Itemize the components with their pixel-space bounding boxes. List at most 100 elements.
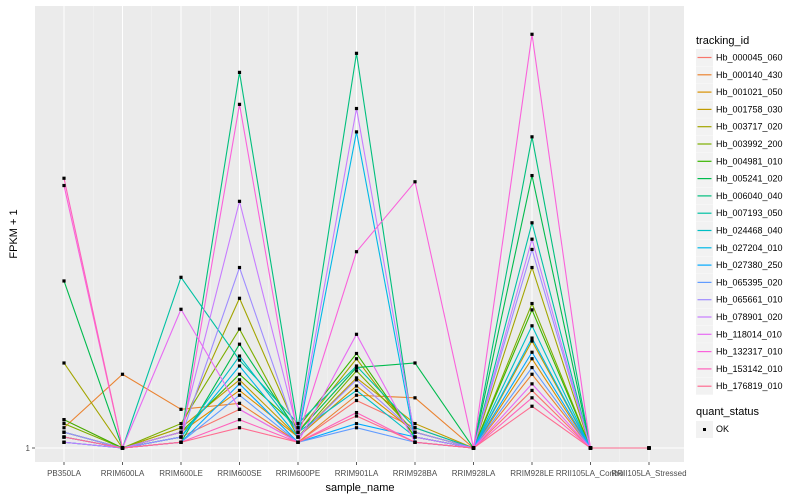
legend-item: Hb_118014_010 <box>696 325 782 343</box>
data-point <box>62 430 66 434</box>
data-point <box>530 32 534 36</box>
legend-item: Hb_001021_050 <box>696 83 783 101</box>
data-point <box>62 183 66 188</box>
data-point <box>530 324 534 328</box>
legend-item: Hb_065395_020 <box>696 273 783 291</box>
legend: tracking_id Hb_000045_060 Hb_000140_430 Hb… <box>696 35 783 438</box>
data-point <box>354 378 359 382</box>
data-point <box>296 426 300 430</box>
legend-item: Hb_004981_010 <box>696 152 783 170</box>
legend-item: Hb_027380_250 <box>696 256 783 274</box>
data-point <box>530 388 534 393</box>
data-point <box>354 250 359 254</box>
data-point <box>120 446 125 450</box>
quant-legend-title: quant_status <box>696 406 759 418</box>
data-point <box>530 339 534 343</box>
data-point <box>237 364 242 368</box>
data-point <box>296 440 300 444</box>
legend-item: Hb_176819_010 <box>696 377 783 395</box>
data-point <box>237 388 242 393</box>
data-point <box>530 382 534 386</box>
legend-item: Hb_153142_010 <box>696 360 783 378</box>
legend-item: Hb_027204_010 <box>696 239 783 257</box>
data-point <box>530 221 534 225</box>
legend-label: Hb_176819_010 <box>716 381 783 391</box>
x-tick-label: RRIM928BA <box>393 469 438 478</box>
x-tick-label: RRII105LA_Stressed <box>611 469 686 478</box>
data-point <box>530 247 534 252</box>
data-point <box>354 398 359 403</box>
legend-label: Hb_027204_010 <box>716 243 783 253</box>
data-point <box>354 393 359 397</box>
legend-label: Hb_153142_010 <box>716 364 783 374</box>
x-tick-label: RRIM928LA <box>452 469 496 478</box>
data-point <box>237 372 242 376</box>
data-point <box>179 275 183 279</box>
quant-legend-marker <box>703 428 706 431</box>
legend-label: Hb_005241_020 <box>716 174 783 184</box>
legend-label: Hb_078901_020 <box>716 312 783 322</box>
data-point <box>354 51 359 55</box>
data-point <box>179 426 183 430</box>
data-point <box>237 327 242 331</box>
data-point <box>354 414 359 418</box>
data-point <box>413 426 417 430</box>
data-point <box>354 106 359 111</box>
data-point <box>530 350 534 354</box>
series-points <box>62 32 651 450</box>
legend-label: Hb_000140_430 <box>716 70 783 80</box>
data-point <box>354 376 359 380</box>
legend-label: Hb_003992_200 <box>716 139 783 149</box>
legend-item: Hb_000140_430 <box>696 66 783 84</box>
data-point <box>237 378 242 382</box>
legend-label: Hb_004981_010 <box>716 156 783 166</box>
data-point <box>62 279 66 283</box>
legend-item: Hb_006040_040 <box>696 187 783 205</box>
legend-item: Hb_078901_020 <box>696 308 783 326</box>
data-point <box>62 176 66 180</box>
legend-title: tracking_id <box>696 35 749 47</box>
data-point <box>647 446 651 450</box>
y-axis-title: FPKM + 1 <box>8 209 20 258</box>
data-point <box>237 358 242 362</box>
legend-label: Hb_007193_050 <box>716 208 783 218</box>
data-point <box>530 135 534 139</box>
data-point <box>530 396 534 400</box>
data-point <box>237 418 242 422</box>
data-point <box>530 357 534 361</box>
data-point <box>413 180 417 184</box>
data-point <box>588 446 593 450</box>
data-point <box>530 365 534 370</box>
data-point <box>296 435 300 439</box>
x-tick-label: RRIM600LE <box>159 469 203 478</box>
x-tick-label: RRIM600LA <box>101 469 145 478</box>
data-point <box>62 418 66 422</box>
legend-item: Hb_000045_060 <box>696 49 783 66</box>
data-point <box>179 430 183 434</box>
data-point <box>354 130 359 134</box>
legend-label: Hb_001758_030 <box>716 104 783 114</box>
legend-label: Hb_024468_040 <box>716 226 783 236</box>
x-tick-label: RRIM928LE <box>510 469 554 478</box>
x-tick-label: PB350LA <box>47 469 81 478</box>
legend-item: Hb_132317_010 <box>696 343 783 361</box>
data-point <box>413 435 417 439</box>
data-point <box>237 102 242 106</box>
data-point <box>62 426 66 430</box>
legend-label: Hb_000045_060 <box>716 53 783 63</box>
data-point <box>237 199 242 203</box>
legend-label: Hb_003717_020 <box>716 122 783 132</box>
data-point <box>530 265 534 270</box>
data-point <box>296 430 300 434</box>
x-tick-label: RRIM600SE <box>217 469 261 478</box>
y-axis-ticks: 1 <box>26 444 35 453</box>
data-point <box>354 384 359 388</box>
data-point <box>530 336 534 340</box>
data-point <box>354 410 359 415</box>
data-point <box>530 237 534 241</box>
data-point <box>120 372 125 376</box>
x-tick-label: RRIM600PE <box>276 469 320 478</box>
legend-label: Hb_065661_010 <box>716 295 783 305</box>
quant-legend-label: OK <box>716 424 729 434</box>
